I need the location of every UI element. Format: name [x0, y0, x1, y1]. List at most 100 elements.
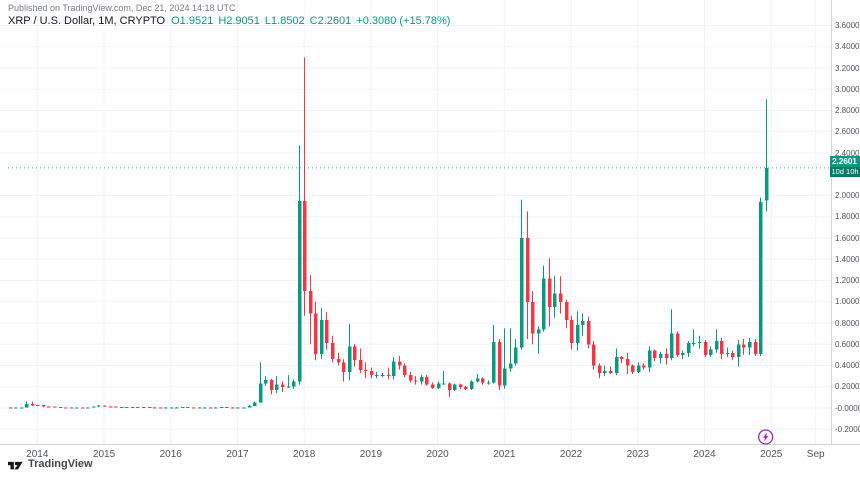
- time-tick-label: 2024: [693, 449, 716, 460]
- candle-body-2013-08: [8, 407, 13, 409]
- time-tick-label: 2025: [760, 449, 783, 460]
- footer-brand-label: TradingView: [28, 458, 93, 470]
- time-tick-label: 2021: [493, 449, 516, 460]
- candle-body-2023-03: [647, 350, 652, 368]
- price-tick-label: 1.6000: [835, 233, 860, 243]
- candle-body-2022-03: [580, 320, 585, 326]
- candle-body-2016-09: [213, 407, 218, 409]
- candle-body-2023-11: [691, 343, 696, 345]
- candle-body-2021-09: [547, 278, 552, 308]
- candle-body-2014-11: [91, 406, 96, 408]
- tradingview-logo-icon: [8, 461, 23, 470]
- price-tick-label: 2.6000: [835, 127, 860, 137]
- candle-body-2024-08: [741, 344, 746, 348]
- price-tick-label: 1.0000: [835, 297, 860, 307]
- time-tick-label: 2019: [359, 449, 383, 460]
- candle-body-2019-02: [374, 375, 379, 377]
- candle-body-2017-06: [263, 380, 268, 384]
- footer-brand[interactable]: TradingView: [8, 458, 93, 470]
- time-tick-label: 2023: [626, 449, 649, 460]
- candle-body-2021-10: [552, 293, 557, 308]
- candle-body-2015-08: [141, 407, 146, 409]
- price-tick-label: 3.6000: [835, 21, 860, 30]
- candle-body-2023-04: [652, 350, 657, 359]
- candle-body-2018-07: [336, 359, 341, 363]
- candle-body-2021-01: [502, 368, 507, 386]
- candle-body-2014-07: [69, 407, 74, 409]
- symbol-legend: XRP / U.S. Dollar, 1M, CRYPTO O1.9521 H2.9…: [8, 15, 455, 27]
- ohlc-low: L1.8502: [264, 15, 305, 27]
- candle-body-2023-08: [675, 333, 680, 355]
- candle-body-2018-09: [347, 346, 352, 372]
- candle-body-2023-05: [658, 353, 663, 359]
- candle-body-2024-02: [708, 349, 713, 355]
- candle-body-2019-05: [391, 361, 396, 377]
- candle-body-2018-05: [324, 319, 329, 344]
- candle-body-2019-08: [408, 375, 413, 381]
- time-tick-label: Sep: [806, 449, 825, 460]
- candle-body-2023-01: [636, 365, 641, 372]
- candle-body-2022-10: [619, 357, 624, 360]
- candle-body-2015-02: [108, 406, 113, 408]
- candle-body-2024-09: [747, 342, 752, 348]
- candle-body-2019-06: [397, 361, 402, 366]
- candle-body-2020-12: [497, 342, 502, 386]
- ohlc-close: C2.2601: [309, 15, 352, 27]
- candle-body-2016-07: [202, 407, 207, 409]
- candle-body-2016-01: [169, 407, 174, 409]
- candle-body-2016-03: [180, 407, 185, 409]
- candle-body-2014-08: [74, 407, 79, 409]
- candle-body-2020-07: [469, 381, 474, 389]
- price-tick-label: 3.0000: [835, 84, 860, 94]
- candle-body-2018-10: [352, 346, 357, 361]
- candle-body-2016-12: [230, 407, 235, 409]
- candle-body-2016-10: [219, 407, 224, 409]
- ohlc-high: H2.9051: [218, 15, 260, 27]
- candle-body-2015-12: [163, 407, 168, 409]
- time-tick-label: 2016: [159, 449, 182, 460]
- candle-body-2017-12: [297, 200, 302, 382]
- candle-body-2022-01: [569, 319, 574, 344]
- candle-body-2019-04: [386, 375, 391, 377]
- price-tick-label: 2.4000: [835, 148, 860, 158]
- bar-countdown: 10d 10h: [830, 167, 860, 178]
- candle-body-2017-04: [252, 402, 257, 406]
- candle-body-2014-10: [85, 407, 90, 409]
- price-tick-label: 0.4000: [835, 361, 860, 370]
- candle-body-2021-02: [508, 363, 513, 369]
- candle-body-2015-10: [152, 407, 157, 409]
- symbol-title[interactable]: XRP / U.S. Dollar, 1M, CRYPTO: [8, 15, 166, 27]
- candle-body-2013-10: [19, 407, 24, 409]
- time-tick-label: 2018: [293, 449, 316, 460]
- candle-body-2022-11: [625, 359, 630, 366]
- candle-body-2015-04: [119, 407, 124, 409]
- price-tick-label: 0.8000: [835, 318, 860, 328]
- candle-body-2018-08: [341, 362, 346, 372]
- candle-body-2023-09: [680, 352, 685, 355]
- candle-body-2020-09: [480, 378, 485, 383]
- candle-body-2022-08: [608, 370, 613, 373]
- time-tick-label: 2015: [92, 449, 116, 460]
- time-tick-label: 2017: [226, 449, 249, 460]
- candle-body-2021-04: [519, 238, 524, 348]
- candle-body-2022-12: [630, 365, 635, 372]
- price-tick-label: 2.8000: [835, 106, 860, 115]
- candle-body-2020-08: [475, 378, 480, 382]
- candle-body-2018-04: [319, 319, 324, 354]
- candle-body-2019-01: [369, 370, 374, 376]
- candle-body-2014-05: [58, 407, 63, 409]
- candle-body-2021-03: [513, 347, 518, 364]
- candle-body-2023-10: [686, 343, 691, 353]
- candle-body-2014-12: [96, 405, 101, 407]
- candle-body-2017-07: [269, 380, 274, 390]
- price-tick-label: -0.2000: [835, 424, 860, 434]
- candle-body-2022-07: [602, 370, 607, 373]
- price-tick-label: -0.0000: [835, 403, 860, 413]
- price-tick-label: 0.2000: [835, 382, 860, 392]
- candle-body-2020-02: [441, 383, 446, 385]
- price-tick-label: 0.6000: [835, 339, 860, 349]
